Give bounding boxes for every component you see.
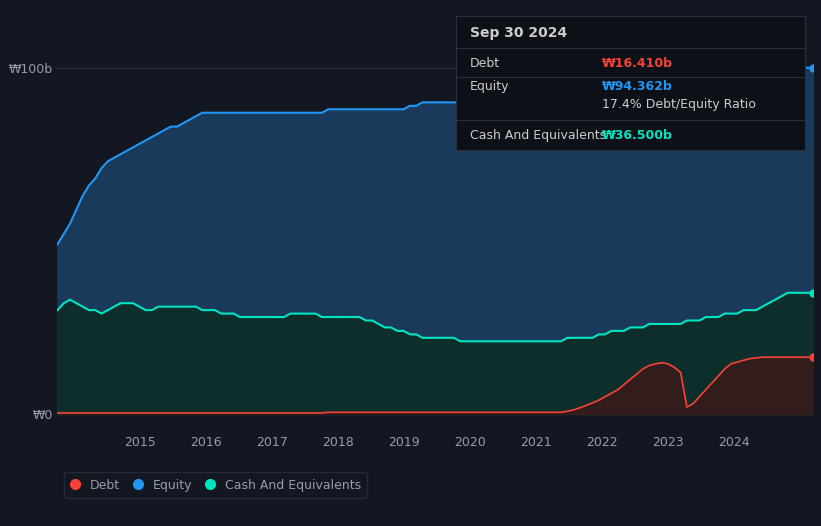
Text: ₩36.500b: ₩36.500b [603, 129, 673, 141]
Text: 17.4% Debt/Equity Ratio: 17.4% Debt/Equity Ratio [603, 98, 756, 111]
Text: ₩16.410b: ₩16.410b [603, 57, 673, 70]
Text: Debt: Debt [470, 57, 500, 70]
Text: ₩94.362b: ₩94.362b [603, 80, 673, 93]
Text: Equity: Equity [470, 80, 509, 93]
Legend: Debt, Equity, Cash And Equivalents: Debt, Equity, Cash And Equivalents [64, 472, 367, 498]
Text: Cash And Equivalents: Cash And Equivalents [470, 129, 606, 141]
Text: Sep 30 2024: Sep 30 2024 [470, 26, 566, 39]
